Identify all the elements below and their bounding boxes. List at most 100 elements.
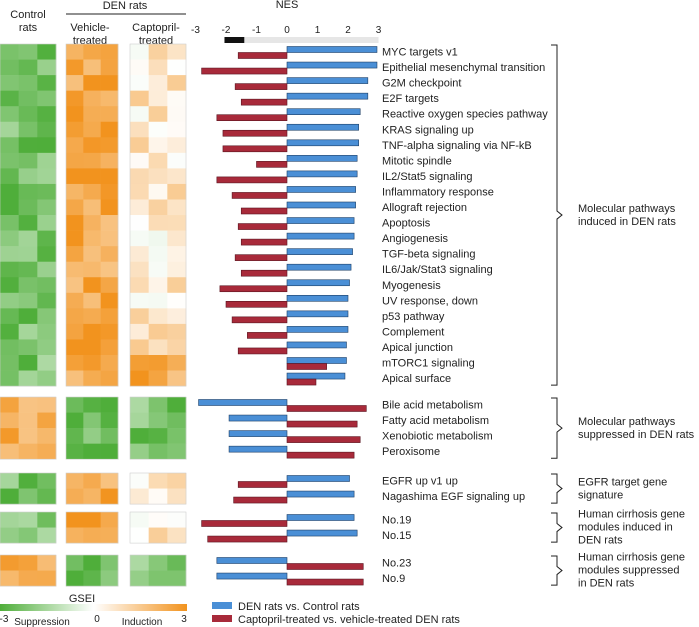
pathway-label: Peroxisome [382,446,440,458]
bar-den-vs-control [286,514,355,521]
heatmap-cell [83,246,101,262]
group-bracket [551,397,563,459]
group-label-line: EGFR target gene [578,477,667,489]
nes-axis: -3 -2 -1 0 1 2 3 [191,25,382,43]
heatmap-cell [83,215,101,231]
heatmap-cell [37,199,57,216]
heatmap-cell [83,443,101,460]
bar-captopril-vs-vehicle [286,420,358,428]
heatmap-cell [83,323,101,340]
bar-den-vs-control [286,279,350,287]
heatmap-cell [130,75,149,91]
heatmap-cell [100,512,119,528]
heatmap-cell [83,292,101,309]
heatmap-cell [0,412,19,429]
control-header-line2: rats [19,22,38,34]
heatmap-cell [83,183,101,200]
heatmap-cell [37,246,57,262]
bar-captopril-vs-vehicle [237,481,288,488]
heatmap-cell [37,44,57,60]
bar-den-vs-control [286,77,369,84]
heatmap-cell [167,277,187,294]
heatmap-cell [100,570,119,587]
den-rats-header: DEN rats [103,0,148,12]
heatmap-block-border [65,396,119,460]
heatmap-cell [148,183,168,200]
heatmap-cell [18,137,38,154]
heatmap-cell [130,106,149,123]
heatmap-cell [167,512,187,528]
heatmap-cell [37,555,57,571]
heatmap-cell [18,308,38,325]
heatmap-cell [66,215,84,231]
heatmap-cell [100,397,119,413]
group-label-line: Molecular pathways [578,203,676,215]
heatmap-cell [0,90,19,107]
heatmap-cell [0,473,19,489]
heatmap-cell [100,473,119,489]
heatmap-cell [167,106,187,123]
heatmap-cell [100,44,119,60]
pathway-label: Allograft rejection [382,202,467,214]
heatmap-cell [130,261,149,278]
bar-den-vs-control [286,341,347,349]
heatmap-cell [66,75,84,91]
heatmap-cell [18,292,38,309]
heatmap-cell [18,75,38,91]
bar-den-vs-control [286,46,378,53]
heatmap-cell [66,199,84,216]
heatmap-cell [37,397,57,413]
heatmap-cell [167,215,187,231]
heatmap-cell [148,168,168,185]
pathway-label: Inflammatory response [382,186,494,198]
heatmap-cell [100,152,119,169]
group-label-line: induced in DEN rats [578,216,676,228]
bar-captopril-vs-vehicle [286,578,364,586]
heatmap-cell [83,137,101,154]
heatmap-cell [83,355,101,371]
heatmap-cell [66,428,84,444]
nes-tick-label: -2 [222,25,231,36]
nes-scale-grey-segment [244,37,379,43]
heatmap-cell [100,292,119,309]
bar-captopril-vs-vehicle [286,378,317,386]
heatmap-cell [18,121,38,138]
heatmap-cell [130,473,149,489]
gsei-heatmap [0,43,187,587]
heatmap-cell [130,512,149,528]
heatmap-cell [66,527,84,544]
heatmap-cell [167,261,187,278]
heatmap-cell [0,183,19,200]
heatmap-cell [167,355,187,371]
heatmap-cell [167,292,187,309]
heatmap-cell [83,370,101,387]
nes-tick-label: 1 [315,25,321,36]
bar-captopril-vs-vehicle [231,316,288,324]
heatmap-cell [18,323,38,340]
bar-captopril-vs-vehicle [286,563,364,570]
pathway-label: TNF-alpha signaling via NF-kB [382,140,532,152]
heatmap-block-border [0,554,57,587]
nes-axis-title: NES [276,0,299,11]
heatmap-cell [83,473,101,489]
heatmap-cell [83,261,101,278]
heatmap-cell [18,261,38,278]
heatmap-cell [0,308,19,325]
heatmap-cell [100,246,119,262]
heatmap-cell [83,570,101,587]
heatmap-cell [66,355,84,371]
heatmap-cell [100,230,119,247]
heatmap-cell [148,59,168,76]
heatmap-cell [18,199,38,216]
heatmap-cell [83,428,101,444]
pathway-label: Angiogenesis [382,233,449,245]
heatmap-cell [18,443,38,460]
heatmap-cell [66,555,84,571]
heatmap-cell [0,44,19,60]
bar-captopril-vs-vehicle [286,436,361,443]
heatmap-cell [83,121,101,138]
scale-label-induction: Induction [122,617,163,627]
pathway-label: E2F targets [382,93,439,105]
heatmap-cell [37,323,57,340]
heatmap-cell [66,370,84,387]
